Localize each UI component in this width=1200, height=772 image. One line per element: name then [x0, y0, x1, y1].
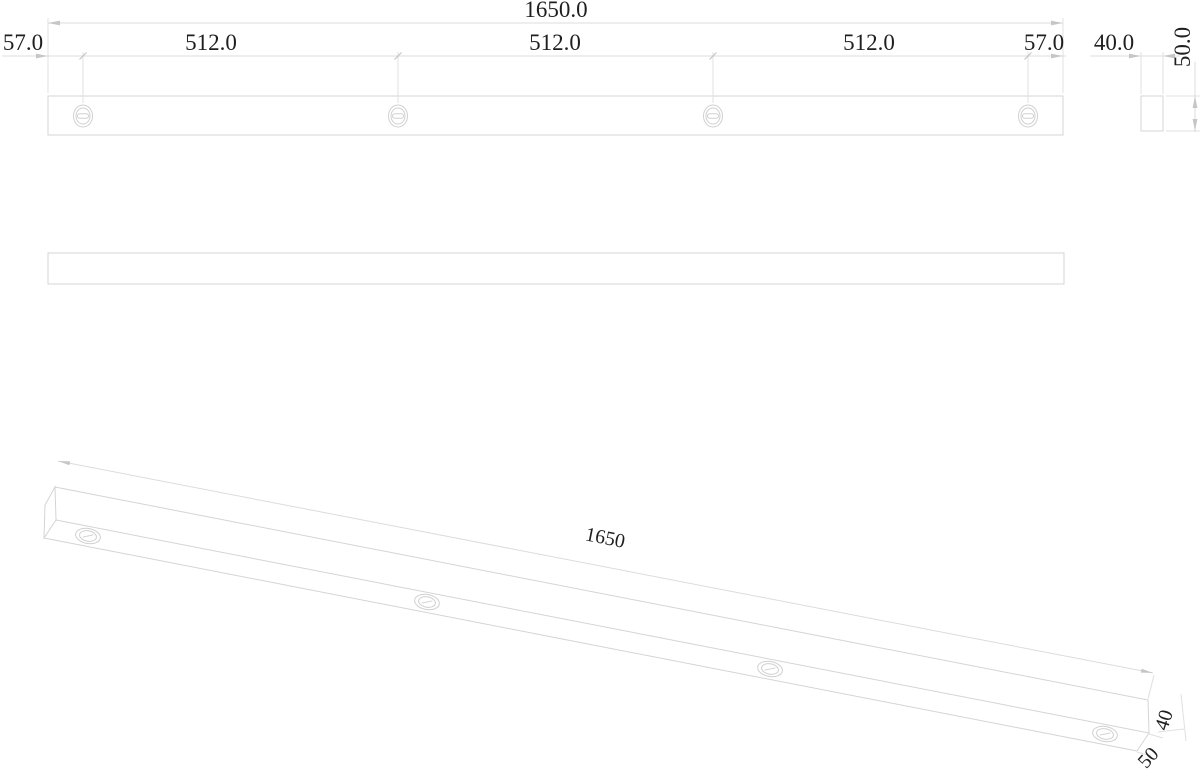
dim-label-segment-1: 512.0 [185, 30, 237, 55]
screw-hole-4 [1018, 104, 1038, 128]
dim-label-segment-2: 512.0 [529, 30, 581, 55]
plan-dimensions: 1650.0 57.0 512.0 512.0 512.0 57.0 [2, 0, 1066, 103]
iso-screw-3 [757, 660, 783, 678]
iso-left-end-face [43, 485, 57, 540]
iso-screw-2 [414, 593, 440, 611]
iso-screw-1 [75, 527, 101, 545]
screw-hole-2 [388, 104, 408, 128]
dim-label-profile-width: 40.0 [1094, 30, 1134, 55]
dim-label-segment-3: 512.0 [843, 30, 895, 55]
iso-middle-edge [55, 519, 1150, 734]
iso-top-edge [54, 486, 1149, 701]
dim-label-segment-right-end: 57.0 [1024, 30, 1064, 55]
iso-screw-4 [1092, 725, 1118, 743]
side-view-profile [1140, 95, 1164, 132]
dim-label-profile-height: 50.0 [1170, 27, 1195, 67]
iso-right-end-face [1136, 699, 1150, 752]
front-view-body [47, 252, 1065, 285]
screw-hole-3 [703, 104, 723, 128]
dim-label-segment-left-end: 57.0 [3, 30, 43, 55]
plan-view-body [47, 95, 1064, 136]
plan-view [47, 95, 1064, 136]
iso-length-dimension-line [57, 460, 1154, 674]
screw-hole-1 [73, 104, 93, 128]
iso-label-width: 40 [1151, 707, 1178, 733]
iso-label-length: 1650 [583, 523, 627, 552]
iso-view: 1650 40 50 [43, 460, 1187, 772]
iso-label-height: 50 [1134, 743, 1164, 772]
dim-label-total-length: 1650.0 [524, 0, 587, 22]
front-view [47, 252, 1065, 285]
side-view: 40.0 50.0 [1090, 27, 1200, 132]
iso-bottom-edge [43, 537, 1138, 752]
